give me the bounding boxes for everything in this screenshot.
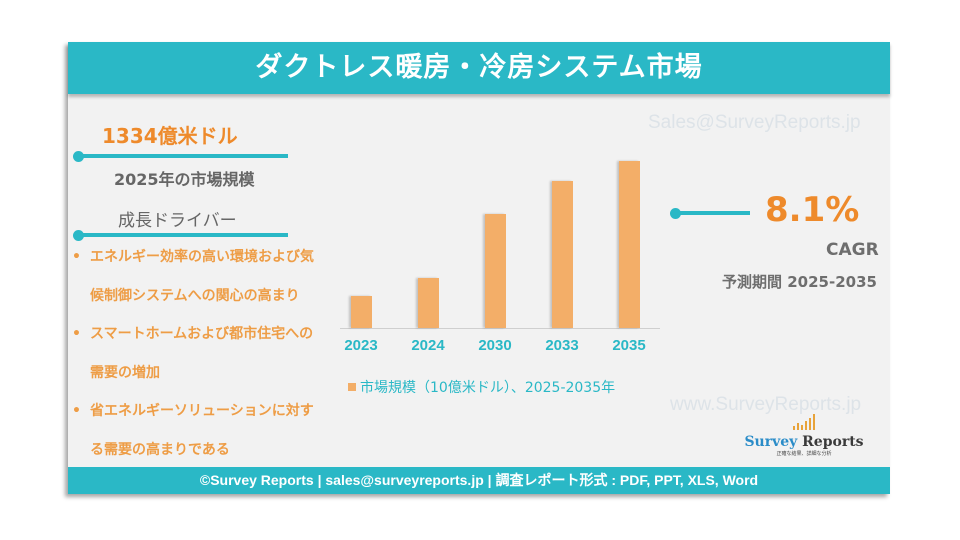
infographic-card: ダクトレス暖房・冷房システム市場 Sales@SurveyReports.jp … — [68, 42, 890, 494]
bar-2030 — [485, 214, 506, 328]
bar-2024 — [418, 278, 439, 328]
chart-baseline — [340, 328, 660, 329]
driver-item: • エネルギー効率の高い環境および気 — [68, 238, 358, 277]
legend-swatch-icon — [348, 383, 356, 391]
footer-bar: ©Survey Reports | sales@surveyreports.jp… — [68, 467, 890, 494]
website-watermark: www.SurveyReports.jp — [670, 394, 862, 415]
driver-item: • スマートホームおよび都市住宅への — [68, 315, 358, 354]
bar-chart: 2023 2024 2030 2033 2035 市場規模（10億米ドル）、2025-2… — [340, 152, 670, 396]
x-axis-label: 2024 — [411, 337, 445, 354]
market-size-label: 2025年の市場規模 — [114, 170, 255, 189]
market-size-value: 1334億米ドル — [102, 124, 238, 148]
chart-legend: 市場規模（10億米ドル）、2025-2035年 — [348, 377, 615, 397]
x-axis-label: 2033 — [545, 337, 579, 354]
forecast-period: 予測期間 2025-2035 — [722, 273, 877, 291]
cagr-value: 8.1% — [765, 190, 860, 230]
x-axis-label: 2030 — [478, 337, 512, 354]
survey-reports-logo: Survey Reports 正確な結果、詳細な分析 — [744, 414, 864, 457]
growth-drivers-list: • エネルギー効率の高い環境および気 候制御システムへの関心の高まり • スマー… — [68, 238, 358, 469]
bar-2033 — [552, 181, 573, 328]
bar-2023 — [351, 296, 372, 328]
x-axis-label: 2035 — [612, 337, 646, 354]
driver-item-continuation: る需要の高まりである — [90, 441, 230, 458]
growth-drivers-heading: 成長ドライバー — [118, 211, 237, 231]
cagr-label: CAGR — [826, 240, 879, 260]
driver-item: • 省エネルギーソリューションに対す — [68, 392, 358, 431]
connector-line — [674, 211, 750, 215]
connector-line — [76, 154, 288, 158]
bullet-icon: • — [72, 249, 81, 265]
bar-2035 — [619, 161, 640, 328]
bullet-icon: • — [72, 403, 81, 419]
logo-tagline: 正確な結果、詳細な分析 — [776, 451, 832, 457]
connector-line — [76, 233, 288, 237]
page-title: ダクトレス暖房・冷房システム市場 — [68, 42, 890, 94]
bullet-icon: • — [72, 326, 81, 342]
x-axis-label: 2023 — [344, 337, 378, 354]
bar-chart-logo-icon — [793, 414, 815, 430]
email-watermark: Sales@SurveyReports.jp — [648, 112, 861, 133]
driver-item-continuation: 候制御システムへの関心の高まり — [90, 287, 300, 304]
driver-item-continuation: 需要の増加 — [90, 364, 160, 381]
